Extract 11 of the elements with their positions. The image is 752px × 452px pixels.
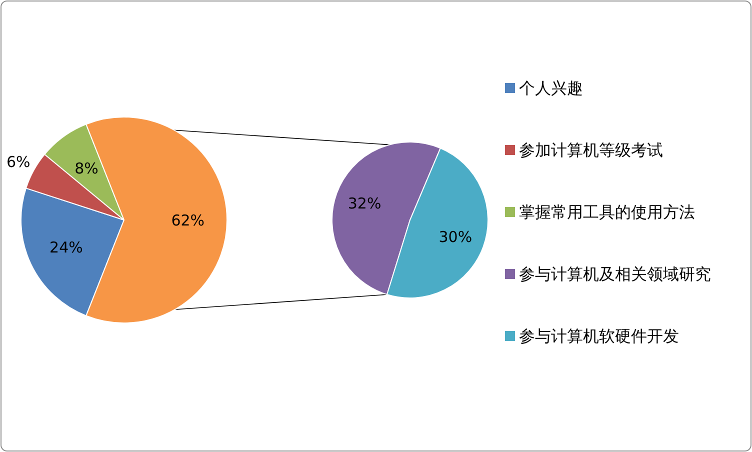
legend-label: 参与计算机软硬件开发 xyxy=(519,326,679,346)
data-label: 30% xyxy=(438,228,472,246)
legend-label: 参与计算机及相关领域研究 xyxy=(519,264,711,284)
data-label: 32% xyxy=(348,194,382,213)
data-label: 24% xyxy=(50,238,83,256)
legend-label: 参加计算机等级考试 xyxy=(519,140,663,160)
legend-label: 个人兴趣 xyxy=(519,78,583,98)
data-label: 8% xyxy=(74,160,98,178)
data-label: 62% xyxy=(171,211,205,230)
legend-label: 掌握常用工具的使用方法 xyxy=(519,202,695,222)
data-label: 6% xyxy=(6,153,30,172)
